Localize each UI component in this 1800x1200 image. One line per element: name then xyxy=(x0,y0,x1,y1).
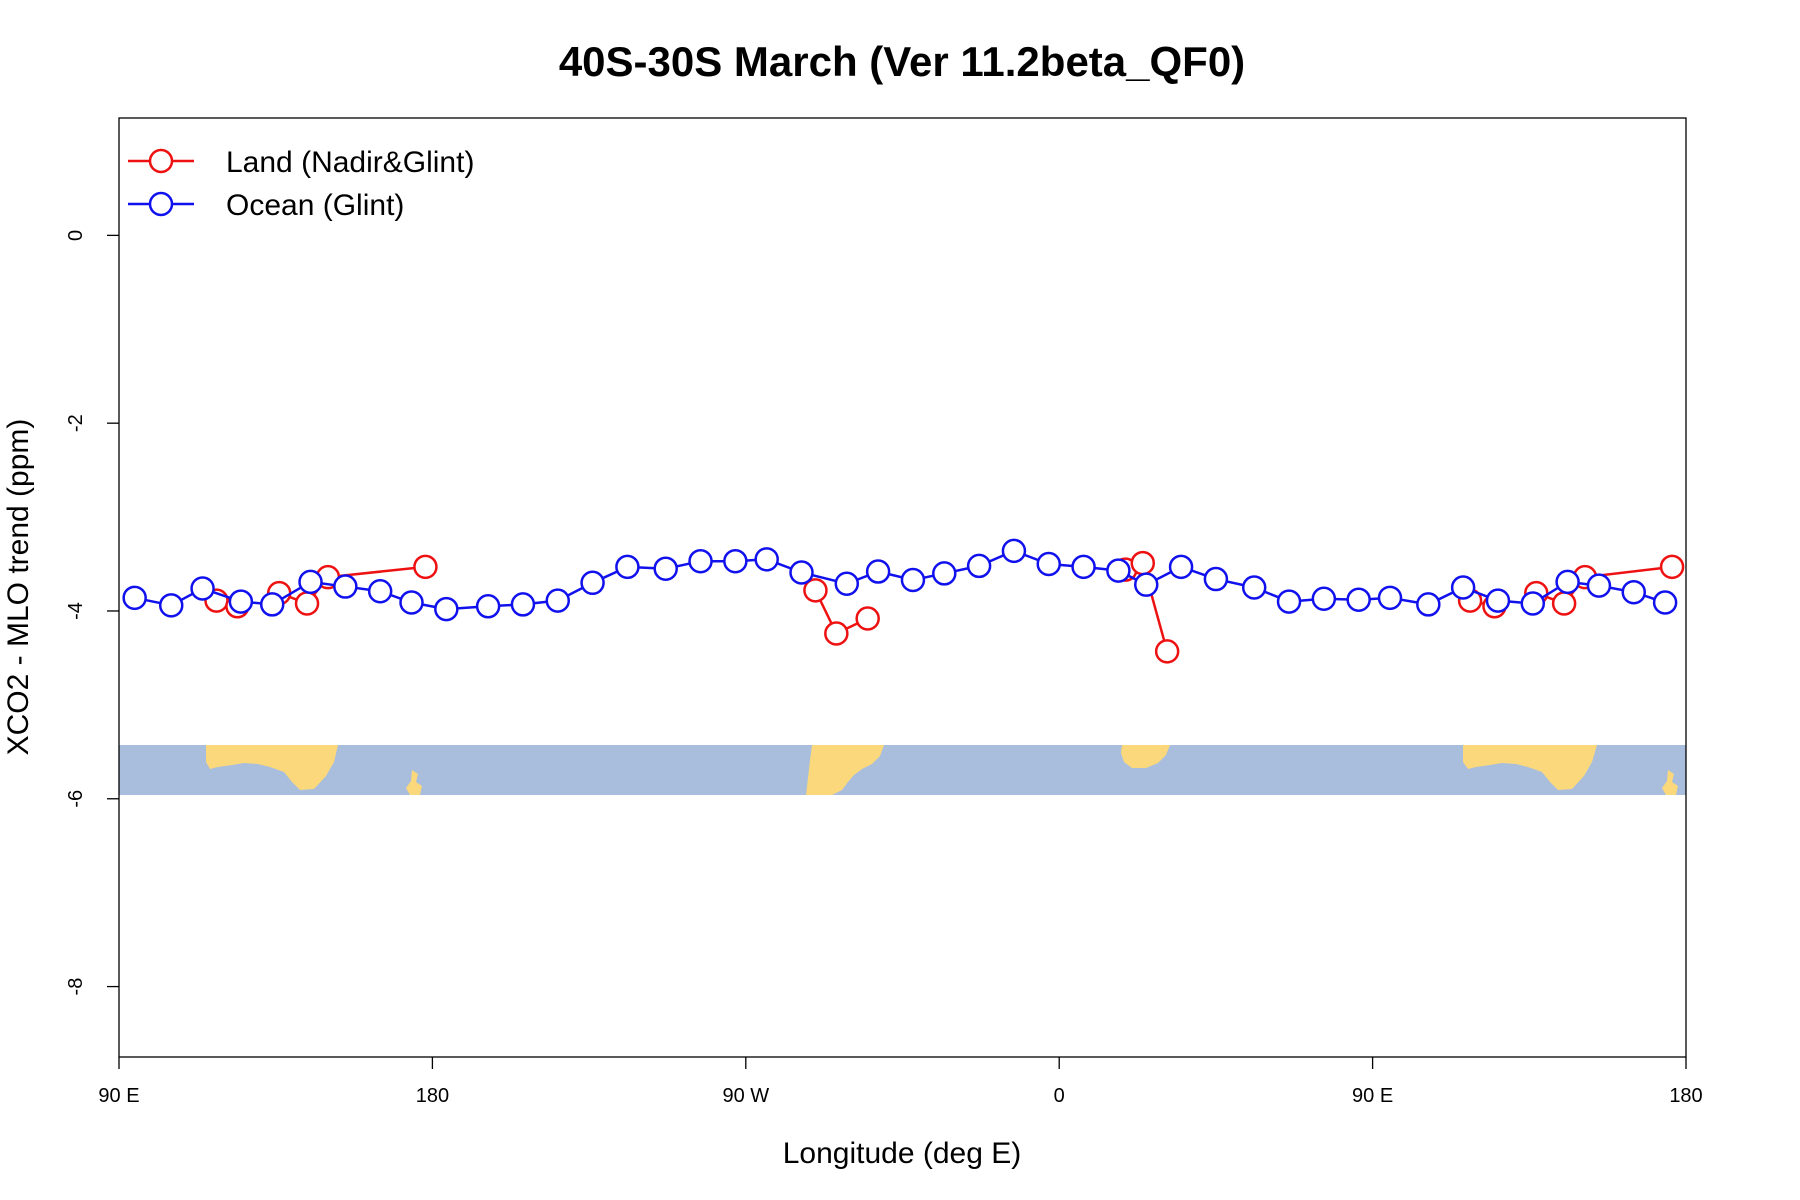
y-tick-label: -4 xyxy=(65,602,87,620)
series-land-point xyxy=(1154,639,1180,664)
series-ocean-point xyxy=(1036,551,1062,577)
y-tick-label: -8 xyxy=(65,978,87,996)
series-ocean-point xyxy=(1106,558,1131,583)
series-ocean-point xyxy=(190,576,215,601)
series-land-point xyxy=(413,554,438,580)
series-ocean-point xyxy=(1377,585,1403,611)
series-ocean-point xyxy=(1276,589,1302,614)
series-ocean-point xyxy=(298,569,323,595)
legend-land-label: Land (Nadir&Glint) xyxy=(226,146,474,179)
series-land-point xyxy=(824,621,849,646)
series-ocean-point xyxy=(615,554,640,580)
series-ocean-point xyxy=(1134,572,1159,597)
series-ocean-point xyxy=(900,567,926,593)
series-ocean-point xyxy=(932,561,957,586)
x-tick-label: 180 xyxy=(416,1085,449,1107)
series-land-point xyxy=(855,606,880,631)
series-ocean-point xyxy=(510,592,536,617)
series-ocean-point xyxy=(333,574,358,599)
series-ocean-point xyxy=(1071,554,1096,580)
y-tick-label: -6 xyxy=(65,790,87,808)
legend: Land (Nadir&Glint) Ocean (Glint) xyxy=(128,146,474,222)
x-tick-label: 180 xyxy=(1669,1085,1702,1107)
chart-title: 40S-30S March (Ver 11.2beta_QF0) xyxy=(559,38,1245,85)
series-ocean-point xyxy=(158,593,184,618)
series-ocean-point xyxy=(1621,579,1647,605)
series-ocean-point xyxy=(688,548,713,574)
series-ocean-point xyxy=(1241,575,1267,600)
legend-land-marker xyxy=(148,148,174,174)
series-ocean-point xyxy=(1555,569,1580,595)
y-tick-label: -2 xyxy=(65,414,87,432)
land-new-zealand xyxy=(406,770,422,795)
series-ocean-point xyxy=(1346,587,1371,612)
series-ocean-point xyxy=(122,585,147,611)
series-land-point xyxy=(1130,550,1156,576)
series-ocean-point xyxy=(1652,590,1678,615)
land-new-zealand-repeat xyxy=(1662,770,1678,795)
series-land-point xyxy=(1551,591,1577,616)
series-land-point xyxy=(1659,554,1685,580)
series-ocean-point xyxy=(259,592,285,617)
series-land-point xyxy=(803,578,828,603)
series-ocean-point xyxy=(966,553,992,579)
y-axis-label: XCO2 - MLO trend (ppm) xyxy=(2,419,35,756)
series-ocean-point xyxy=(399,590,424,615)
series-ocean-point xyxy=(228,589,254,614)
series-ocean-point xyxy=(1485,588,1511,613)
x-tick-label: 90 W xyxy=(722,1085,769,1107)
series-ocean-point xyxy=(789,560,814,585)
land-australia-repeat xyxy=(1463,745,1597,790)
legend-ocean-marker xyxy=(148,191,174,217)
series-land-point xyxy=(294,591,320,616)
series-ocean-point xyxy=(723,548,748,574)
series-ocean-point xyxy=(545,588,571,613)
series-ocean-point xyxy=(434,596,459,622)
map-band-land xyxy=(206,745,1678,795)
series-ocean-point xyxy=(865,559,891,584)
series-ocean-point xyxy=(1203,566,1229,592)
series-ocean-point xyxy=(1001,538,1027,564)
series-ocean-point xyxy=(834,571,860,596)
series-ocean-point xyxy=(367,579,393,604)
y-axis: 0 -2 -4 -6 -8 xyxy=(65,230,119,996)
x-axis: 90 E 180 90 W 0 90 E 180 xyxy=(98,1057,1703,1107)
x-tick-label: 90 E xyxy=(1352,1085,1393,1107)
series-ocean-point xyxy=(1416,592,1441,617)
series-ocean-point xyxy=(1450,575,1476,600)
plot-frame xyxy=(118,117,1687,1058)
x-tick-label: 0 xyxy=(1054,1085,1065,1107)
series-ocean xyxy=(122,538,1678,622)
series-ocean-point xyxy=(1311,586,1337,612)
land-south-america xyxy=(806,745,884,795)
series-ocean-point xyxy=(580,570,605,596)
land-australia xyxy=(206,745,338,790)
series-ocean-point xyxy=(1586,573,1612,598)
map-band xyxy=(119,745,1686,795)
y-tick-label: 0 xyxy=(65,230,87,241)
series-ocean-point xyxy=(1520,591,1546,616)
x-axis-label: Longitude (deg E) xyxy=(783,1137,1022,1170)
series-ocean-point xyxy=(653,556,678,581)
x-tick-label: 90 E xyxy=(98,1085,139,1107)
series-ocean-point xyxy=(475,594,501,619)
series-layer xyxy=(122,538,1685,664)
land-south-africa xyxy=(1121,745,1170,768)
series-ocean-point xyxy=(754,547,779,572)
map-band-ocean xyxy=(119,745,1686,795)
legend-ocean-label: Ocean (Glint) xyxy=(226,189,404,222)
series-ocean-point xyxy=(1168,554,1194,580)
